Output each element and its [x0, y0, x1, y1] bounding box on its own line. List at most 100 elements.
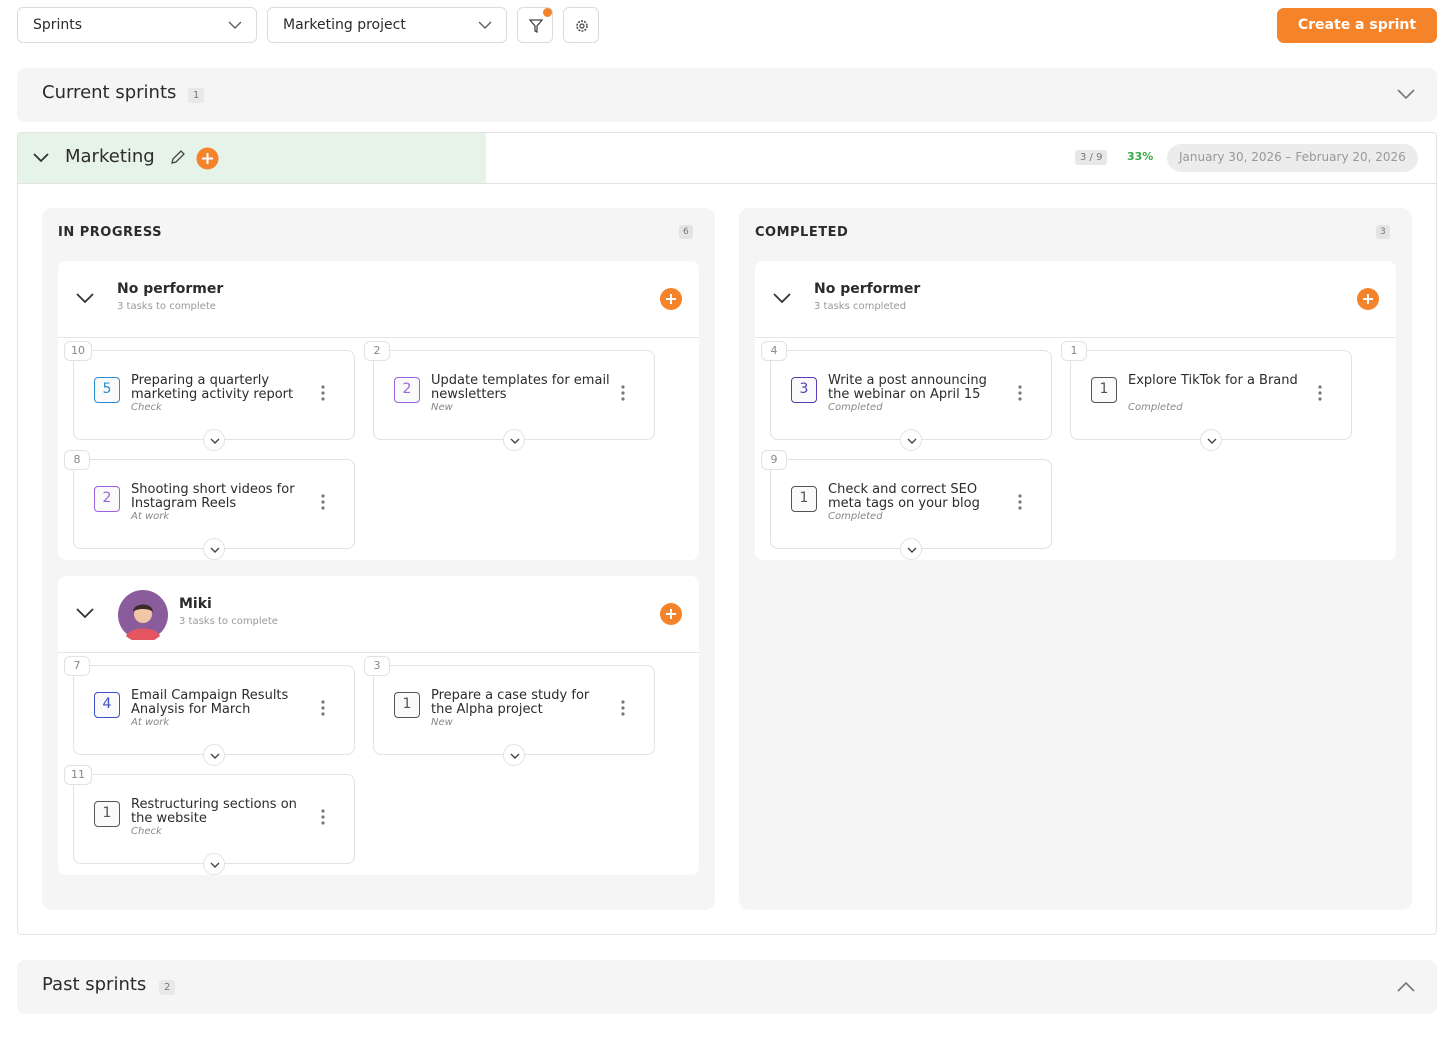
task-points: 3 [791, 377, 817, 403]
sprint-dates: January 30, 2026 – February 20, 2026 [1167, 144, 1418, 172]
task-title: Preparing a quarterly marketing activity… [131, 373, 294, 402]
divider [18, 183, 1436, 184]
task-menu[interactable] [320, 808, 326, 826]
task-card[interactable] [373, 350, 655, 440]
task-card[interactable] [73, 665, 355, 755]
column-title: IN PROGRESS [58, 225, 163, 240]
task-card[interactable] [373, 665, 655, 755]
task-title: Check and correct SEO meta tags on your … [828, 482, 980, 511]
project-select[interactable]: Marketing project [267, 7, 507, 43]
current-sprints-bar[interactable]: Current sprints 1 [17, 68, 1437, 122]
task-id: 4 [761, 341, 787, 361]
task-points: 5 [94, 377, 120, 403]
task-status: Check [131, 402, 162, 413]
sprint-header [18, 133, 486, 183]
task-id: 1 [1061, 341, 1087, 361]
task-points: 2 [394, 377, 420, 403]
sprint-panel: Marketing 3 / 9 33% January 30, 2026 – F… [17, 132, 1437, 935]
task-title: Update templates for email newsletters [431, 373, 610, 402]
task-menu[interactable] [620, 699, 626, 717]
section-count: 1 [188, 88, 205, 103]
task-expand[interactable] [900, 429, 922, 451]
task-menu[interactable] [1017, 384, 1023, 402]
section-title: Current sprints [42, 82, 177, 103]
task-title: Restructuring sections on the website [131, 797, 297, 826]
task-menu[interactable] [320, 493, 326, 511]
task-points: 1 [394, 692, 420, 718]
group-header-divider [755, 337, 1396, 338]
task-card[interactable] [73, 350, 355, 440]
group-header-divider [58, 337, 699, 338]
view-select[interactable]: Sprints [17, 7, 257, 43]
task-points: 4 [94, 692, 120, 718]
column-title: COMPLETED [755, 225, 849, 240]
section-count: 2 [159, 980, 176, 995]
performer-subtitle: 3 tasks to complete [179, 616, 278, 627]
task-id: 11 [64, 765, 92, 785]
task-id: 2 [364, 341, 390, 361]
sprint-percent: 33% [1127, 150, 1154, 163]
sprint-name: Marketing [65, 146, 155, 167]
task-menu[interactable] [1317, 384, 1323, 402]
performer-subtitle: 3 tasks to complete [117, 301, 216, 312]
add-task-button[interactable] [1357, 288, 1379, 310]
task-menu[interactable] [620, 384, 626, 402]
avatar [118, 590, 168, 640]
task-id: 10 [64, 341, 92, 361]
task-points: 1 [791, 486, 817, 512]
task-expand[interactable] [203, 429, 225, 451]
task-expand[interactable] [900, 538, 922, 560]
task-status: New [431, 402, 453, 413]
group-toggle[interactable] [74, 602, 96, 624]
view-label: Sprints [33, 17, 83, 33]
column-count: 6 [679, 225, 693, 239]
filter-button[interactable] [517, 7, 553, 43]
task-id: 8 [64, 450, 90, 470]
task-card[interactable] [770, 350, 1052, 440]
task-title: Write a post announcing the webinar on A… [828, 373, 987, 402]
task-id: 9 [761, 450, 787, 470]
task-expand[interactable] [503, 429, 525, 451]
task-card[interactable] [73, 774, 355, 864]
task-status: New [431, 717, 453, 728]
create-sprint-button[interactable]: Create a sprint [1277, 8, 1437, 43]
task-menu[interactable] [320, 699, 326, 717]
performer-name: No performer [814, 281, 921, 297]
task-expand[interactable] [203, 853, 225, 875]
task-title: Explore TikTok for a Brand [1128, 373, 1298, 388]
task-title: Shooting short videos for Instagram Reel… [131, 482, 295, 511]
past-sprints-bar[interactable]: Past sprints 2 [17, 960, 1437, 1014]
task-id: 3 [364, 656, 390, 676]
add-task-button[interactable] [660, 288, 682, 310]
task-card[interactable] [770, 459, 1052, 549]
settings-button[interactable] [563, 7, 599, 43]
task-menu[interactable] [320, 384, 326, 402]
task-card[interactable] [1070, 350, 1352, 440]
task-expand[interactable] [1200, 429, 1222, 451]
task-points: 1 [94, 801, 120, 827]
section-title: Past sprints [42, 974, 147, 995]
task-points: 2 [94, 486, 120, 512]
task-status: At work [131, 717, 170, 728]
group-toggle[interactable] [74, 287, 96, 309]
task-expand[interactable] [503, 744, 525, 766]
task-menu[interactable] [1017, 493, 1023, 511]
task-expand[interactable] [203, 744, 225, 766]
task-expand[interactable] [203, 538, 225, 560]
sprint-progress: 3 / 9 [1075, 150, 1108, 165]
group-header-divider [58, 652, 699, 653]
filter-dot [543, 8, 552, 17]
task-title: Email Campaign Results Analysis for Marc… [131, 688, 289, 717]
task-status: At work [131, 511, 170, 522]
task-status: Completed [1128, 402, 1183, 413]
performer-name: No performer [117, 281, 224, 297]
performer-subtitle: 3 tasks completed [814, 301, 907, 312]
performer-name: Miki [179, 596, 212, 612]
group-toggle[interactable] [771, 287, 793, 309]
task-title: Prepare a case study for the Alpha proje… [431, 688, 590, 717]
task-status: Check [131, 826, 162, 837]
task-card[interactable] [73, 459, 355, 549]
task-status: Completed [828, 402, 883, 413]
add-task-button[interactable] [660, 603, 682, 625]
column-count: 3 [1376, 225, 1390, 239]
